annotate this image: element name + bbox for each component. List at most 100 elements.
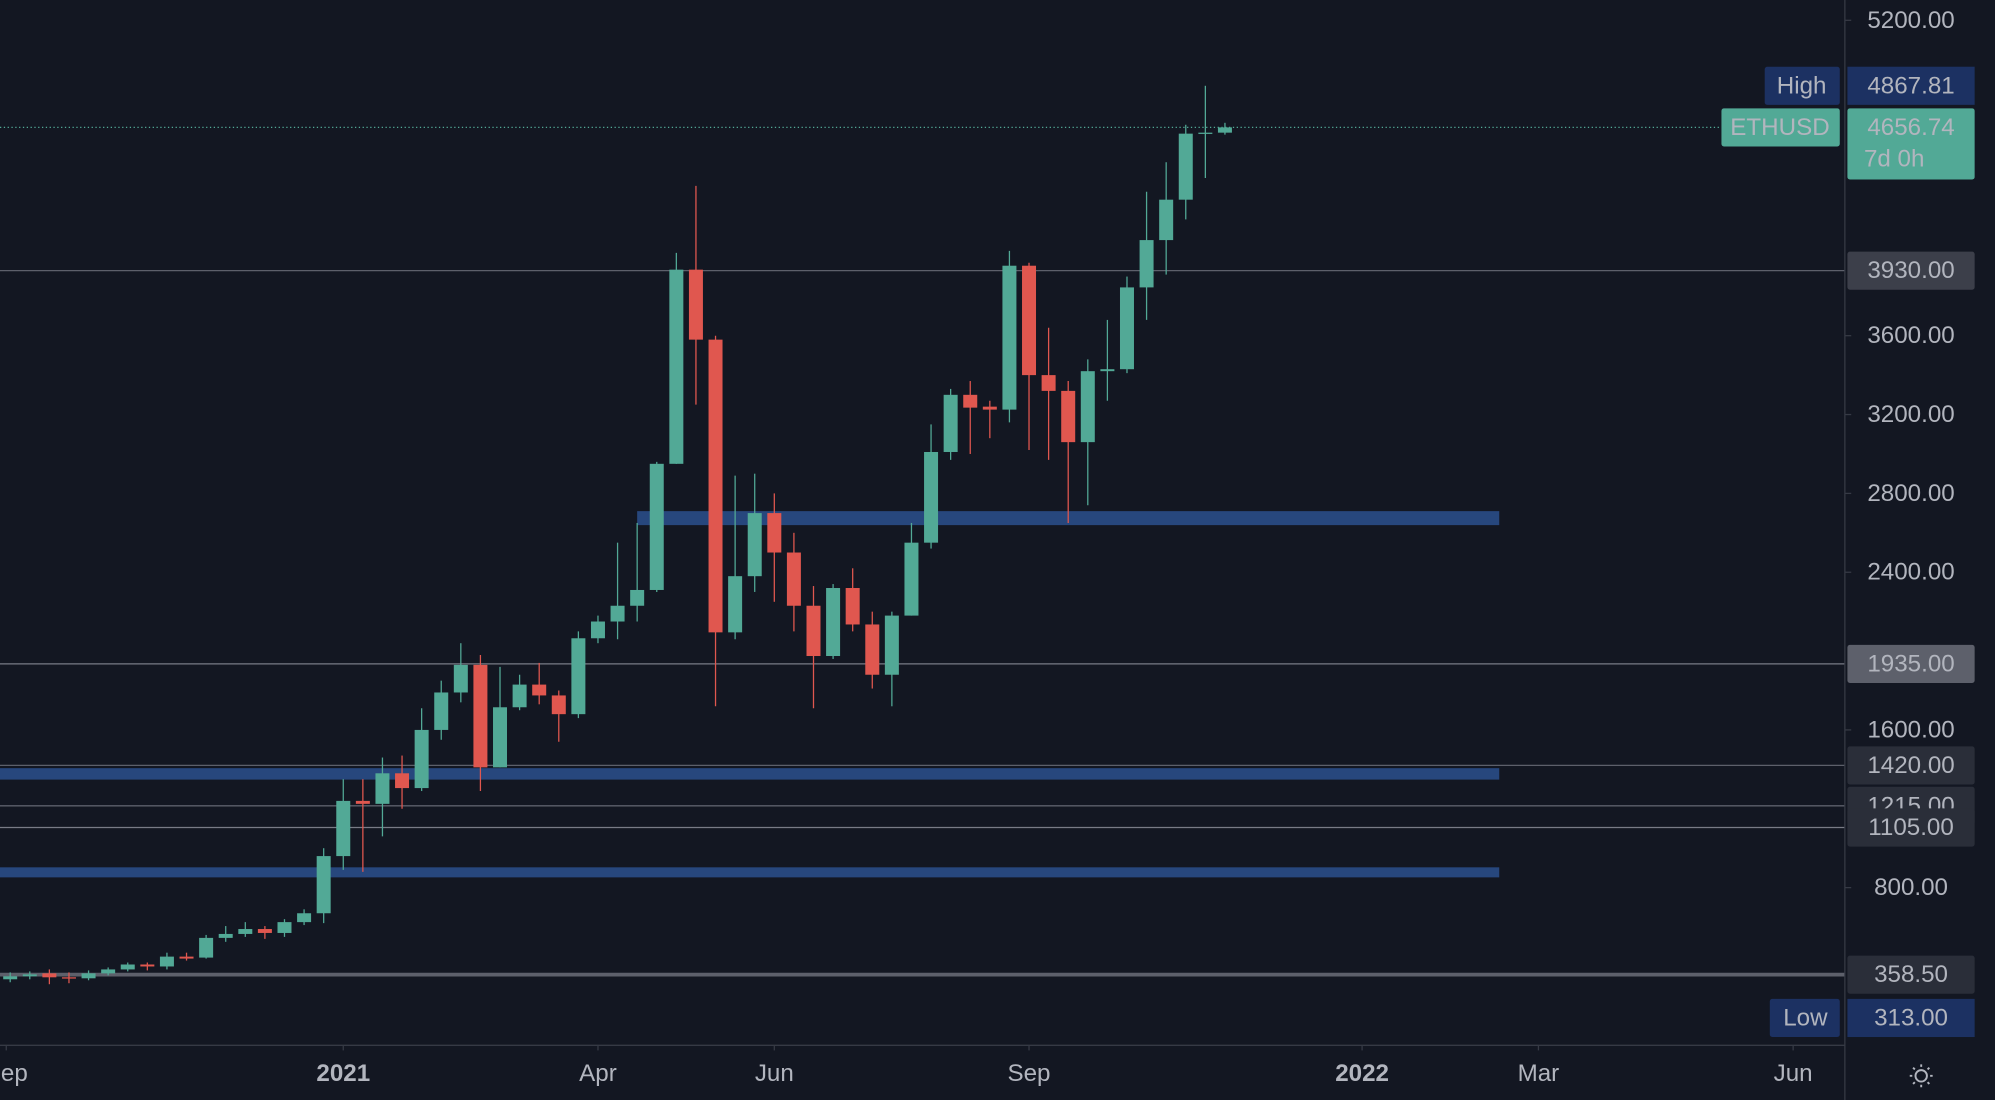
high-name-box xyxy=(1764,66,1840,105)
candle-body xyxy=(1100,369,1115,372)
symbol-label: ETHUSD xyxy=(1730,114,1829,141)
level-label: 358.50 xyxy=(1874,961,1948,988)
candle-body xyxy=(904,542,919,616)
y-tick-label: 2800.00 xyxy=(1867,480,1954,507)
x-tick-label: Sep xyxy=(1008,1060,1051,1087)
zone xyxy=(0,867,1500,878)
candle-body xyxy=(551,695,566,715)
candle-body xyxy=(728,576,743,633)
last-price-label: 4656.74 xyxy=(1867,114,1954,141)
axes: 5200.00 3600.00 3200.00 2800.00 2400.00 1600.… xyxy=(0,7,1975,1087)
candle-body xyxy=(101,969,116,974)
candle-body xyxy=(22,974,37,977)
candle-body xyxy=(1178,133,1193,200)
candle-body xyxy=(1022,265,1037,376)
candle-body xyxy=(238,929,253,934)
candle-body xyxy=(688,269,703,340)
candle-body xyxy=(179,956,194,959)
countdown-label: 7d 0h xyxy=(1864,146,1924,173)
x-tick-label: 2021 xyxy=(316,1060,370,1087)
x-tick-label: Apr xyxy=(579,1060,617,1087)
last-price-box xyxy=(1847,108,1975,180)
y-tick-label: 3600.00 xyxy=(1867,322,1954,349)
candle-body xyxy=(845,588,860,625)
candle-body xyxy=(493,707,508,768)
candle-body xyxy=(61,977,76,979)
level-label: 1420.00 xyxy=(1867,752,1954,779)
x-tick-label: Jun xyxy=(755,1060,794,1087)
high-name: High xyxy=(1777,72,1827,99)
y-tick-label: 1600.00 xyxy=(1867,716,1954,743)
candle-body xyxy=(649,463,664,590)
candle-body xyxy=(3,976,18,980)
candle-body xyxy=(786,552,801,606)
candle-body xyxy=(453,664,468,693)
candle-body xyxy=(277,922,292,933)
candle-body xyxy=(1002,265,1017,410)
candle-body xyxy=(159,956,174,967)
settings-icon[interactable] xyxy=(1909,1064,1933,1088)
candle-body xyxy=(708,339,723,633)
candle-body xyxy=(473,664,488,768)
candle-body xyxy=(1139,240,1154,288)
candle-body xyxy=(512,684,527,708)
symbol-box xyxy=(1721,108,1840,147)
candle-body xyxy=(297,913,312,923)
candle-body xyxy=(120,964,135,970)
candle-body xyxy=(590,621,605,639)
candle-body xyxy=(199,937,214,958)
low-name-box xyxy=(1769,998,1840,1038)
candle-body xyxy=(1159,199,1174,241)
candle-body xyxy=(571,638,586,715)
level-label-box xyxy=(1847,644,1975,683)
x-tick-label: 2022 xyxy=(1335,1060,1389,1087)
candle-body xyxy=(747,513,762,577)
y-tick-label: 2400.00 xyxy=(1867,559,1954,586)
y-tick-label: 5200.00 xyxy=(1867,7,1954,34)
candle-body xyxy=(982,406,997,410)
candle-body xyxy=(414,729,429,789)
candle-body xyxy=(610,605,625,622)
candle-body xyxy=(1198,132,1213,134)
candle-body xyxy=(630,589,645,606)
candle-body xyxy=(1217,127,1232,133)
low-value: 313.00 xyxy=(1874,1004,1948,1031)
candle-body xyxy=(943,394,958,452)
plot-area xyxy=(0,85,1845,985)
level-label: 3930.00 xyxy=(1867,257,1954,284)
y-tick-label: 800.00 xyxy=(1874,874,1948,901)
candle-body xyxy=(767,513,782,553)
x-tick-label: Sep xyxy=(0,1060,28,1087)
candle-body xyxy=(140,964,155,967)
candle-body xyxy=(963,394,978,408)
y-tick-label: 3200.00 xyxy=(1867,401,1954,428)
level-label-box xyxy=(1847,251,1975,290)
level-label: 1935.00 xyxy=(1867,650,1954,677)
x-tick-label: Mar xyxy=(1518,1060,1560,1087)
candle-body xyxy=(865,624,880,675)
candle-body xyxy=(532,684,547,696)
candle-body xyxy=(218,933,233,938)
candle-body xyxy=(375,773,390,804)
candle-body xyxy=(355,800,370,804)
x-tick-label: Jun xyxy=(1774,1060,1813,1087)
candle-body xyxy=(1119,287,1134,370)
high-value: 4867.81 xyxy=(1867,72,1954,99)
candle-body xyxy=(806,605,821,657)
level-label-box xyxy=(1847,955,1975,994)
level-label-box xyxy=(1847,808,1975,847)
high-value-box xyxy=(1847,66,1975,105)
candle-body xyxy=(42,973,57,978)
candle-body xyxy=(1041,375,1056,391)
candle-body xyxy=(257,929,272,933)
candle-body xyxy=(434,692,449,730)
low-value-box xyxy=(1847,998,1975,1038)
candle-body xyxy=(336,800,351,857)
level-label-box xyxy=(1847,746,1975,785)
candle-body xyxy=(1061,390,1076,443)
candle-body xyxy=(395,773,410,789)
candle-body xyxy=(884,615,899,675)
candle-body xyxy=(316,856,331,914)
